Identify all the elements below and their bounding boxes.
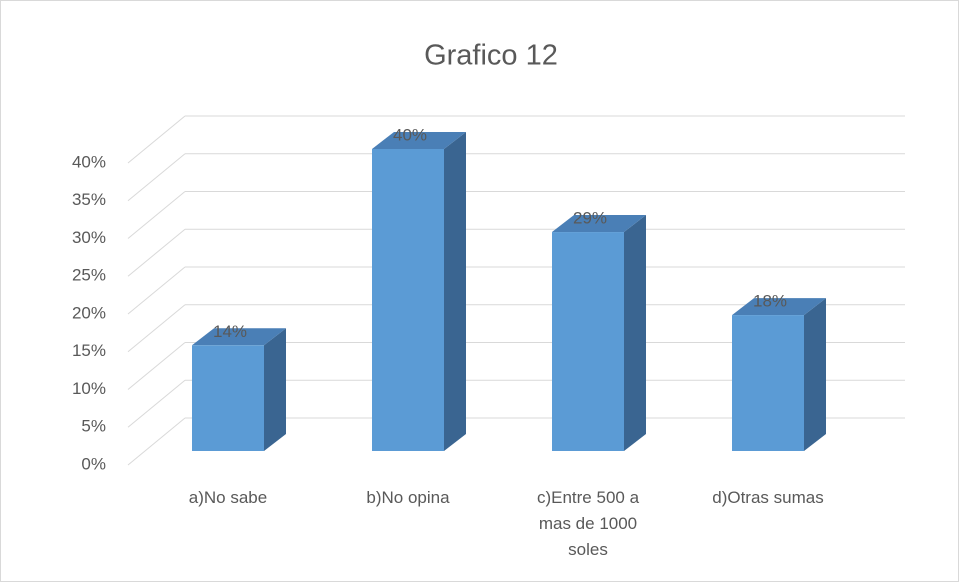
bar-top <box>552 215 646 233</box>
bar <box>732 315 804 451</box>
grid-line <box>127 191 186 239</box>
bar-side <box>264 328 286 451</box>
y-tick-label: 15% <box>72 341 106 360</box>
x-tick-label: b)No opina <box>366 488 450 507</box>
bar-top <box>372 132 466 149</box>
data-label: 18% <box>753 292 787 311</box>
grid-line <box>127 228 186 277</box>
y-tick-label: 30% <box>72 228 106 247</box>
grid-line <box>127 379 186 428</box>
chart-title: Grafico 12 <box>424 40 558 72</box>
x-tick-label: d)Otras sumas <box>712 488 824 507</box>
y-tick-label: 0% <box>81 454 106 473</box>
y-tick-label: 40% <box>72 152 106 171</box>
bar-top <box>192 328 286 346</box>
bar <box>552 232 624 451</box>
bar <box>372 149 444 451</box>
grid-line <box>127 304 186 353</box>
grid-line <box>127 266 186 315</box>
x-tick-label: a)No sabe <box>188 488 268 507</box>
grid-line <box>127 342 186 390</box>
grid-line <box>127 417 186 466</box>
bar-top <box>732 298 826 316</box>
bar-side <box>444 132 466 451</box>
grid-line <box>127 115 186 164</box>
bar-side <box>624 215 646 451</box>
y-tick-label: 25% <box>72 266 106 285</box>
grid-line <box>127 153 186 202</box>
x-tick-label: c)Entre 500 a mas de 1000 soles <box>536 488 640 559</box>
bar-side <box>804 298 826 451</box>
y-tick-label: 35% <box>72 190 106 209</box>
data-label: 29% <box>573 209 607 228</box>
y-tick-label: 5% <box>81 417 106 436</box>
y-tick-label: 10% <box>72 379 106 398</box>
data-label: 14% <box>213 322 247 341</box>
data-label: 40% <box>393 125 427 144</box>
y-tick-label: 20% <box>72 303 106 322</box>
bar <box>192 345 264 451</box>
